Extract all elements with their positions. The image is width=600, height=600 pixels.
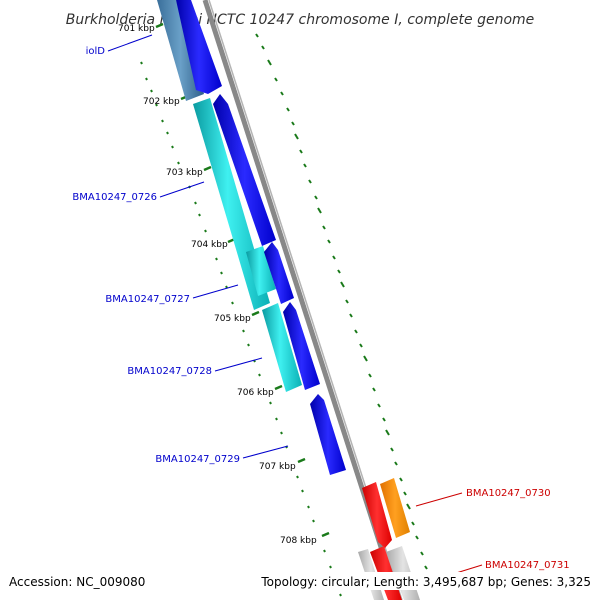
cds-bma10247-0729[interactable] <box>310 394 346 475</box>
topology-text: Topology: circular; Length: 3,495,687 bp… <box>260 575 591 589</box>
cds-forward-0728[interactable] <box>283 302 320 390</box>
cds-iolD-steel[interactable] <box>157 0 204 101</box>
cds-forward-0727[interactable] <box>264 242 294 304</box>
feature-bma10247-0730-red[interactable] <box>362 482 392 548</box>
tick-label-703: 703 kbp <box>166 168 203 178</box>
cds-forward-0726[interactable] <box>213 94 276 246</box>
tick-label-706: 706 kbp <box>237 388 274 398</box>
tick-label-704: 704 kbp <box>191 240 228 250</box>
gene-label-bma10247-0729[interactable]: BMA10247_0729 <box>155 454 240 465</box>
topology-backing <box>258 572 594 590</box>
tick-label-701: 701 kbp <box>118 24 155 34</box>
accession-text: Accession: NC_009080 <box>9 575 145 589</box>
gene-label-bma10247-0730[interactable]: BMA10247_0730 <box>466 488 551 499</box>
gene-label-bma10247-0731[interactable]: BMA10247_0731 <box>485 560 570 571</box>
cds-iolD-forward[interactable] <box>176 0 222 94</box>
label-leader-lines <box>107 34 483 579</box>
tick-label-707: 707 kbp <box>259 462 296 472</box>
kbp-tick-marks <box>155 22 330 538</box>
cds-bma10247-0728[interactable] <box>262 303 302 392</box>
gene-label-bma10247-0726[interactable]: BMA10247_0726 <box>72 192 157 203</box>
accession-backing <box>6 572 156 590</box>
gc-content-track <box>255 33 432 584</box>
gene-label-bma10247-0727[interactable]: BMA10247_0727 <box>105 294 190 305</box>
gene-label-bma10247-0728[interactable]: BMA10247_0728 <box>127 366 212 377</box>
cds-bma10247-0727[interactable] <box>246 246 276 296</box>
tick-label-705: 705 kbp <box>214 314 251 324</box>
feature-bma10247-0730[interactable] <box>380 478 410 538</box>
tick-label-702: 702 kbp <box>143 97 180 107</box>
tick-label-708: 708 kbp <box>280 536 317 546</box>
gene-label-iolD[interactable]: iolD <box>86 46 106 57</box>
